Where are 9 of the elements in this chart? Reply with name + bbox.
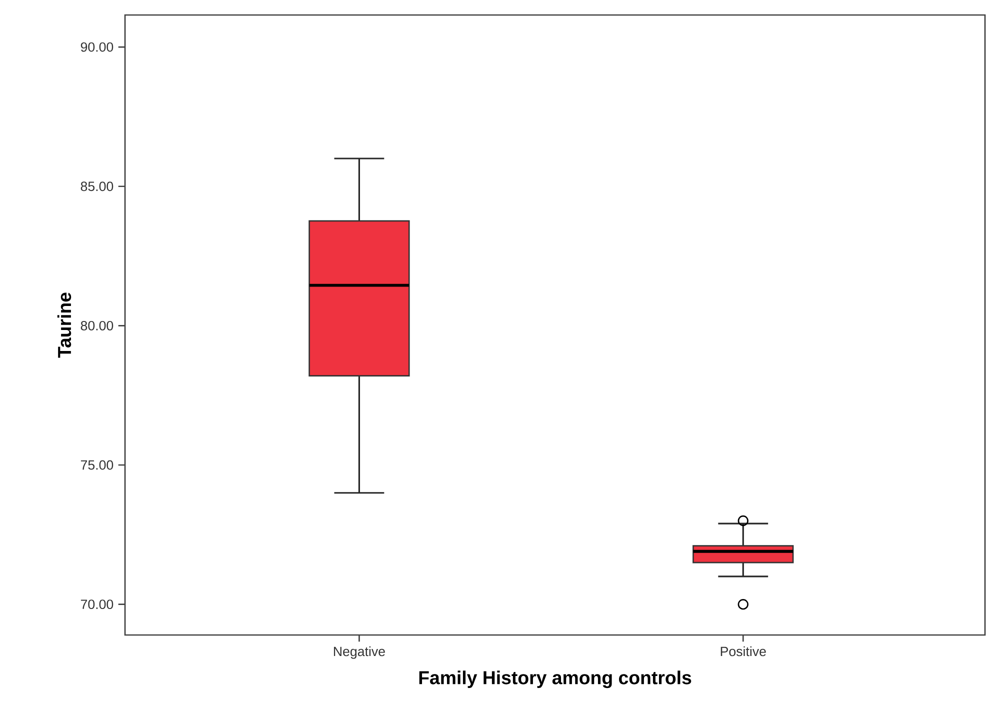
y-tick-label: 70.00 xyxy=(80,600,114,610)
y-tick-label: 90.00 xyxy=(80,42,114,52)
y-tick-label: 75.00 xyxy=(80,460,114,470)
x-tick-label: Negative xyxy=(334,646,385,659)
y-tick-label: 85.00 xyxy=(80,182,114,192)
y-tick-label: 80.00 xyxy=(80,320,114,330)
y-axis-title: Taurine xyxy=(57,292,72,358)
x-tick-label: Positive xyxy=(720,646,766,656)
x-axis-title: Family History among controls xyxy=(419,670,692,688)
